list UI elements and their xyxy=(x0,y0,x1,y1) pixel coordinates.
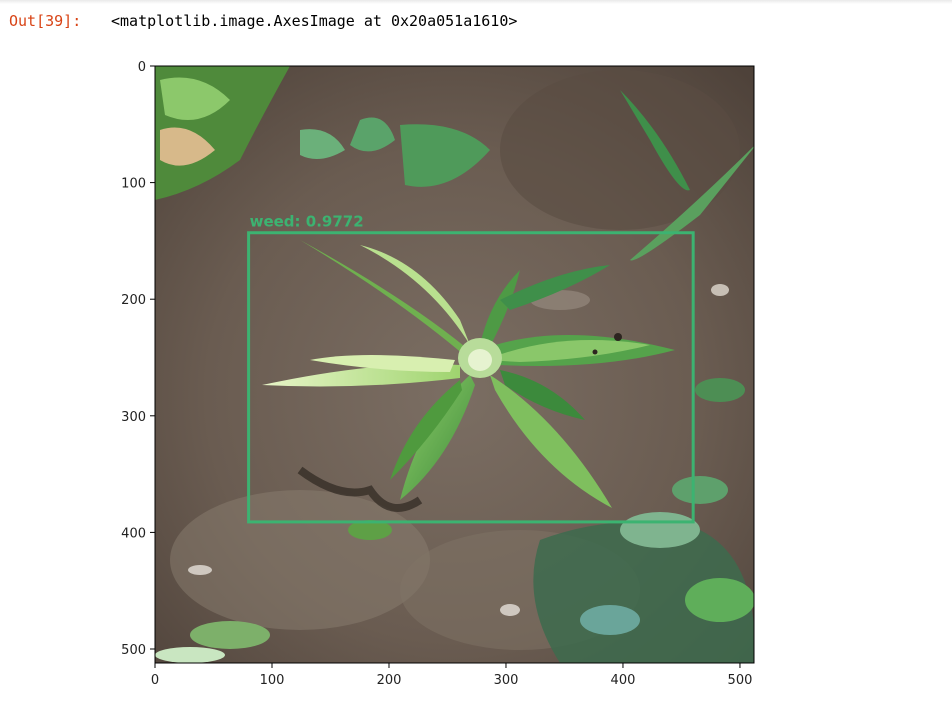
y-tick-label: 500 xyxy=(121,643,146,658)
x-tick-label: 300 xyxy=(494,673,519,688)
y-tick-label: 0 xyxy=(138,60,146,75)
x-tick-label: 0 xyxy=(151,673,159,688)
weed-plant xyxy=(262,240,675,508)
x-axis: 0 100 200 300 400 500 xyxy=(151,663,753,688)
axes-frame xyxy=(154,65,755,664)
y-tick-label: 400 xyxy=(121,526,146,541)
y-tick-label: 100 xyxy=(121,177,146,192)
x-tick-label: 400 xyxy=(611,673,636,688)
y-tick-label: 300 xyxy=(121,410,146,425)
x-tick-label: 100 xyxy=(260,673,285,688)
y-axis: 0 100 200 300 400 500 xyxy=(121,60,155,658)
output-prompt: Out[39]: xyxy=(9,12,82,30)
y-tick-label: 200 xyxy=(121,293,146,308)
detection-bounding-box xyxy=(247,231,695,524)
output-repr-text: <matplotlib.image.AxesImage at 0x20a051a… xyxy=(111,12,518,30)
x-tick-label: 500 xyxy=(728,673,753,688)
photo-image xyxy=(155,66,754,663)
x-tick-label: 200 xyxy=(377,673,402,688)
cell-top-divider xyxy=(0,0,952,4)
detection-label: weed: 0.9772 xyxy=(250,213,364,231)
